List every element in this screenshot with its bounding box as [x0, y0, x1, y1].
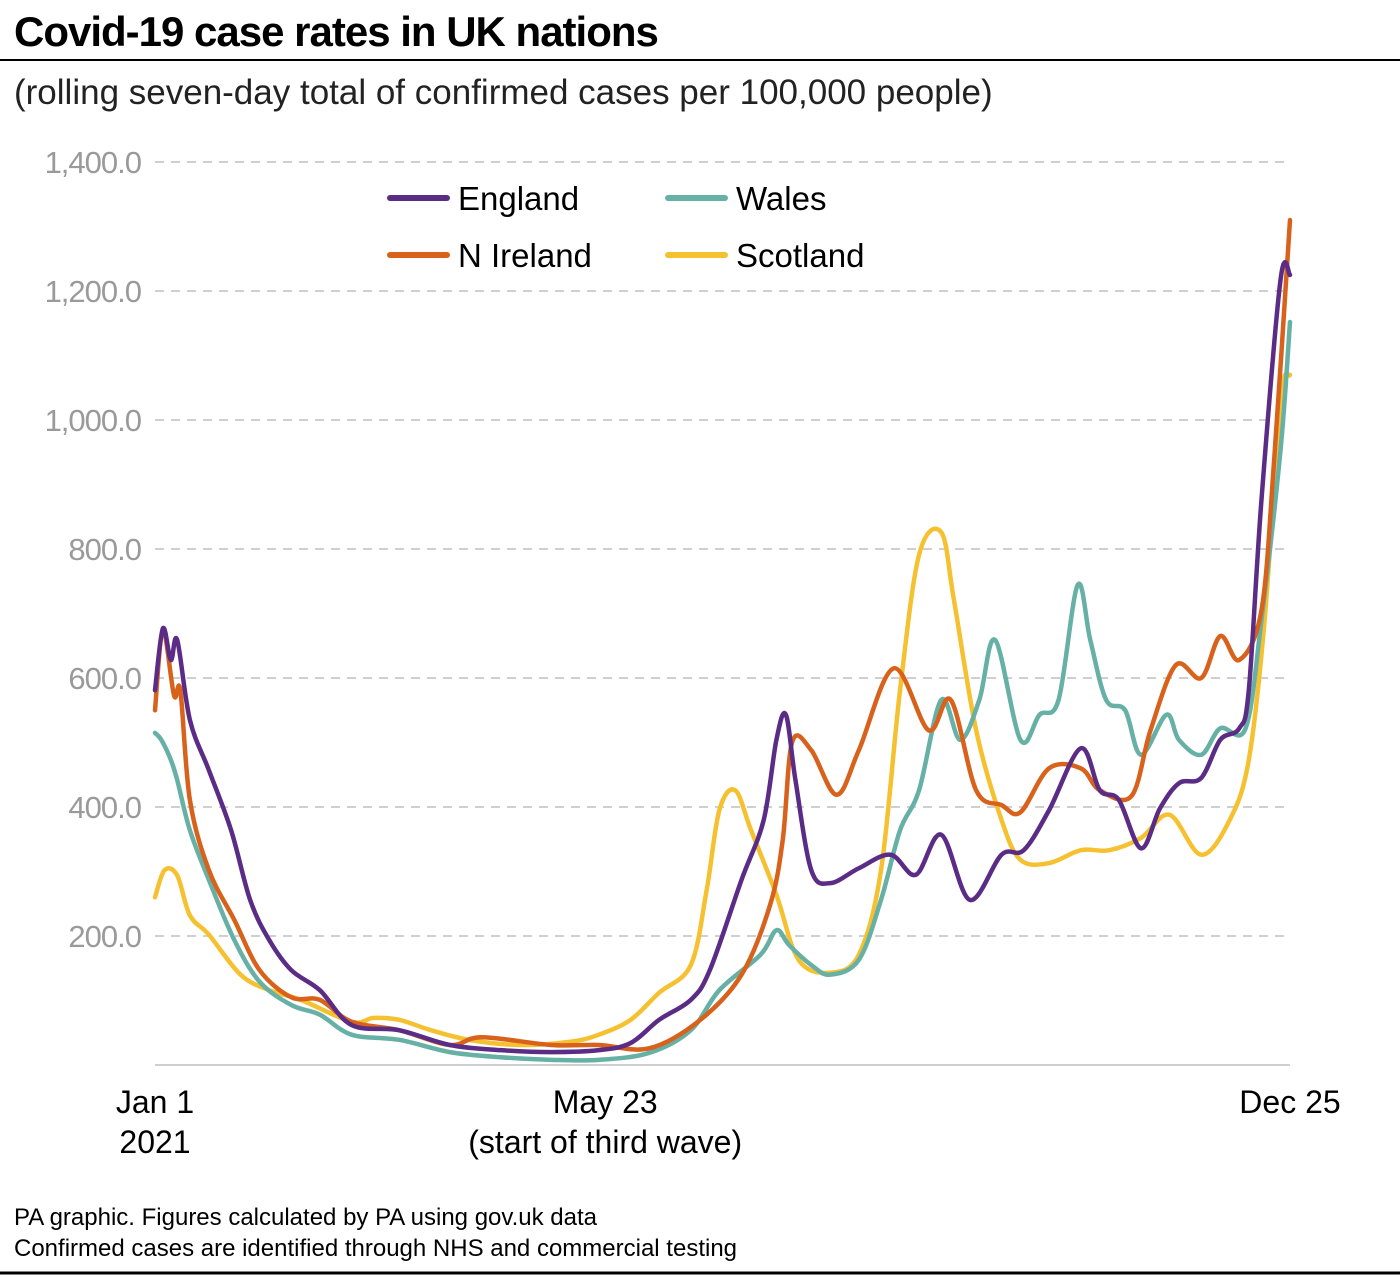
y-tick-label: 800.0 [68, 532, 141, 567]
legend-label-n-ireland: N Ireland [458, 237, 592, 274]
footer-note: Confirmed cases are identified through N… [14, 1235, 737, 1262]
y-tick-label: 1,200.0 [45, 274, 142, 309]
series-line-n-ireland [152, 217, 1293, 1052]
legend-label-scotland: Scotland [736, 237, 864, 274]
series-line-england [152, 259, 1293, 1055]
series-line-wales [152, 319, 1293, 1063]
y-tick-label: 1,400.0 [45, 145, 142, 180]
y-tick-label: 400.0 [68, 790, 141, 825]
y-tick-label: 1,000.0 [45, 403, 142, 438]
x-tick-label: May 23 [553, 1084, 658, 1120]
x-tick-label: Jan 1 [116, 1084, 194, 1120]
chart-title: Covid-19 case rates in UK nations [14, 8, 658, 55]
chart-subtitle: (rolling seven-day total of confirmed ca… [14, 73, 993, 112]
y-tick-label: 600.0 [68, 661, 141, 696]
series-line-scotland [152, 371, 1293, 1048]
x-tick-sublabel: (start of third wave) [468, 1124, 742, 1160]
legend-label-wales: Wales [736, 180, 826, 217]
footer-source: PA graphic. Figures calculated by PA usi… [14, 1204, 598, 1231]
x-tick-sublabel: 2021 [119, 1124, 190, 1160]
y-tick-label: 200.0 [68, 919, 141, 954]
legend-label-england: England [458, 180, 579, 217]
x-tick-label: Dec 25 [1239, 1084, 1340, 1120]
